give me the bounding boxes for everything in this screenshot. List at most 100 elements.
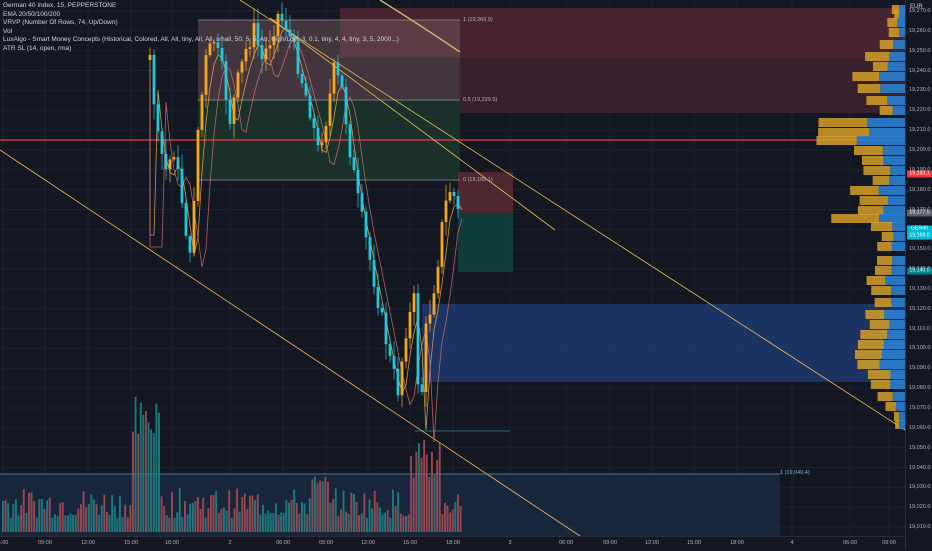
candle-body <box>276 13 280 37</box>
volume-bar <box>197 497 199 532</box>
volume-bar <box>194 501 197 532</box>
volume-bar <box>282 513 285 532</box>
price-tick: 19,250.0 <box>909 47 931 54</box>
vrvp-up-bar <box>881 232 894 241</box>
volume-bar <box>308 498 311 532</box>
volume-bar <box>371 508 374 532</box>
vrvp-down-bar <box>867 118 905 127</box>
volume-bar <box>72 514 75 532</box>
candle-body <box>240 61 244 73</box>
vrvp-up-bar <box>866 96 888 105</box>
volume-bar <box>145 411 147 532</box>
vrvp-down-bar <box>899 5 905 14</box>
volume-bar <box>285 500 288 532</box>
volume-bar <box>132 431 134 532</box>
volume-bar <box>451 509 454 532</box>
candle-body <box>452 192 456 196</box>
chart-pane[interactable]: German 40 Index, 15, PEPPERSTONE EMA 20/… <box>0 0 905 536</box>
candle-body <box>432 293 436 315</box>
candle-body <box>360 193 364 212</box>
volume-bar <box>134 396 137 532</box>
price-tick: 19,030.0 <box>909 484 931 491</box>
vrvp-up-bar <box>870 380 891 389</box>
vrvp-up-bar <box>894 10 899 19</box>
currency-label[interactable]: EUR <box>910 4 923 10</box>
indicator-smc[interactable]: LuxAlgo - Smart Money Concepts (Historic… <box>3 36 399 44</box>
volume-bar <box>233 508 236 532</box>
volume-bar <box>418 443 420 532</box>
volume-bar <box>95 504 98 532</box>
candle-body <box>156 104 160 132</box>
volume-bar <box>106 511 108 532</box>
candle-body <box>420 384 424 392</box>
volume-bar <box>288 502 290 532</box>
volume-bar <box>407 514 410 532</box>
vrvp-up-bar <box>861 156 884 165</box>
volume-bar <box>366 517 368 532</box>
ema-50-line <box>149 38 463 443</box>
vrvp-up-bar <box>831 214 880 223</box>
volume-bar <box>446 505 449 532</box>
price-tick: 19,020.0 <box>909 504 931 511</box>
price-chart[interactable] <box>0 0 905 536</box>
vrvp-up-bar <box>857 360 880 369</box>
vrvp-down-bar <box>893 232 905 241</box>
volume-bar <box>147 422 150 532</box>
volume-bar <box>98 514 101 532</box>
vrvp-down-bar <box>891 266 905 275</box>
time-tick: 09:00 <box>603 540 617 546</box>
candle-body <box>388 344 392 356</box>
volume-bar <box>80 504 82 532</box>
candle-body <box>252 23 256 48</box>
vrvp-down-bar <box>891 286 905 295</box>
volume-bar <box>293 489 296 532</box>
volume-bar <box>415 451 418 532</box>
volume-bar <box>20 505 23 532</box>
vrvp-down-bar <box>892 106 905 115</box>
volume-bar <box>217 512 220 532</box>
volume-bar <box>425 454 428 532</box>
vrvp-up-bar <box>852 72 880 81</box>
vrvp-down-bar <box>881 350 905 359</box>
price-tick: 19,070.0 <box>909 405 931 411</box>
volume-bar <box>46 500 49 532</box>
vrvp-up-bar <box>877 242 892 251</box>
time-tick: 09:00 <box>319 540 333 546</box>
price-tick: 19,130.0 <box>909 285 931 292</box>
vrvp-up-bar <box>869 320 890 329</box>
volume-bar <box>438 442 441 532</box>
vrvp-up-bar <box>885 402 897 411</box>
volume-bar <box>12 504 15 532</box>
time-axis[interactable]: 6:00 09:00 12:00 15:00 18:00 2 06:00 09:00 12:00… <box>0 536 905 551</box>
indicator-ema[interactable]: EMA 20/50/100/200 <box>3 10 61 18</box>
vrvp-down-bar <box>883 206 905 215</box>
indicator-volume[interactable]: Vol <box>3 27 13 35</box>
volume-bar <box>15 499 17 532</box>
price-tick: 19,120.0 <box>909 305 931 312</box>
price-tick: 19,040.0 <box>909 464 931 471</box>
volume-bar <box>457 494 459 532</box>
vrvp-down-bar <box>892 392 905 401</box>
volume-bar <box>389 517 392 532</box>
fib-label-zero: 0 (19,189.1) <box>463 177 493 183</box>
symbol-title[interactable]: German 40 Index, 15, PEPPERSTONE <box>3 2 117 9</box>
price-tag-red: 19,193.1 <box>907 170 932 178</box>
candle-body <box>384 312 388 345</box>
price-axis[interactable]: EUR 19,270.0 19,260.0 19,250.0 19,240.0 19,2… <box>905 0 932 550</box>
volume-bar <box>77 508 80 532</box>
volume-bar <box>449 512 452 532</box>
time-tick: 2 <box>228 540 232 546</box>
indicator-vrvp[interactable]: VRVP (Number Of Rows, 74, Up/Down) <box>3 19 118 27</box>
volume-bar <box>230 517 233 532</box>
supply-zone <box>460 58 905 113</box>
indicator-atr-sl[interactable]: ATR SL (14, open, rma) <box>3 44 72 52</box>
volume-bar <box>225 510 228 532</box>
candle-body <box>368 237 372 260</box>
price-tag-gray: 19,177.5 <box>907 209 932 217</box>
vrvp-down-bar <box>880 84 905 93</box>
time-tick: 15:00 <box>124 540 138 546</box>
volume-bar <box>306 514 309 532</box>
vrvp-down-bar <box>878 186 905 195</box>
volume-bar <box>402 515 405 532</box>
volume-bar <box>103 494 106 532</box>
